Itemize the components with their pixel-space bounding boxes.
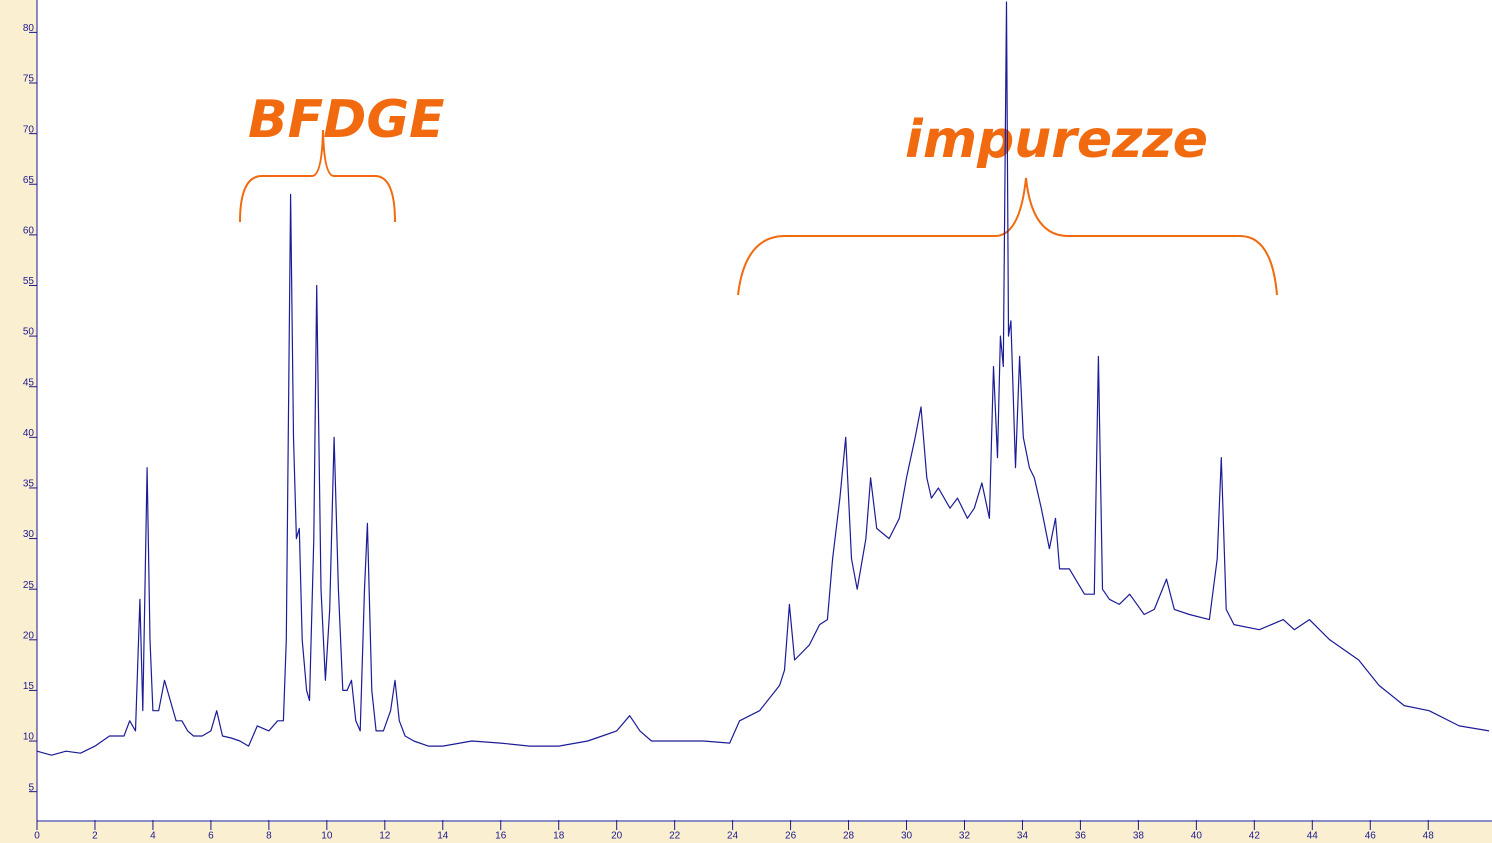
y-tick-label: 40: [23, 428, 35, 439]
y-tick-label: 60: [23, 226, 35, 237]
x-tick-label: 28: [843, 831, 855, 842]
x-tick-label: 30: [901, 831, 913, 842]
x-tick-label: 2: [92, 831, 98, 842]
x-tick-label: 20: [611, 831, 623, 842]
annotation: impurezze: [905, 110, 1208, 170]
bfdge-brace: [239, 129, 396, 223]
x-tick-label: 12: [379, 831, 391, 842]
y-tick-label: 15: [23, 681, 35, 692]
y-tick-label: 55: [23, 276, 35, 287]
y-tick-label: 70: [23, 124, 35, 135]
x-tick-label: 48: [1423, 831, 1435, 842]
x-tick-label: 16: [495, 831, 507, 842]
x-tick-label: 22: [669, 831, 681, 842]
y-tick-label: 5: [28, 782, 34, 793]
y-tick-label: 30: [23, 529, 35, 540]
annotation-braces: [239, 129, 1278, 296]
x-tick-label: 40: [1191, 831, 1203, 842]
x-tick-label: 6: [208, 831, 214, 842]
x-tick-label: 14: [437, 831, 449, 842]
impurezze-brace: [737, 177, 1278, 296]
x-tick-label: 46: [1365, 831, 1377, 842]
x-tick-label: 44: [1307, 831, 1319, 842]
y-tick-label: 20: [23, 630, 35, 641]
x-tick-label: 8: [266, 831, 272, 842]
x-tick-label: 34: [1017, 831, 1029, 842]
x-tick-label: 0: [34, 831, 40, 842]
x-tick-label: 38: [1133, 831, 1145, 842]
y-tick-label: 65: [23, 175, 35, 186]
x-tick-label: 24: [727, 831, 739, 842]
x-tick-label: 36: [1075, 831, 1087, 842]
x-tick-label: 32: [959, 831, 971, 842]
trace-line: [36, 1, 1490, 756]
y-tick-label: 50: [23, 327, 35, 338]
x-tick-label: 10: [321, 831, 333, 842]
plot-area: [37, 0, 1492, 822]
y-tick-label: 75: [23, 74, 35, 85]
y-tick-label: 35: [23, 479, 35, 490]
x-tick-label: 42: [1249, 831, 1261, 842]
x-tick-label: 4: [150, 831, 156, 842]
x-tick-label: 18: [553, 831, 565, 842]
x-tick-label: 26: [785, 831, 797, 842]
annotation: BFDGE: [248, 90, 445, 150]
y-tick-label: 45: [23, 377, 35, 388]
y-tick-label: 10: [23, 732, 35, 743]
y-tick-label: 80: [23, 23, 35, 34]
y-tick-label: 25: [23, 580, 35, 591]
